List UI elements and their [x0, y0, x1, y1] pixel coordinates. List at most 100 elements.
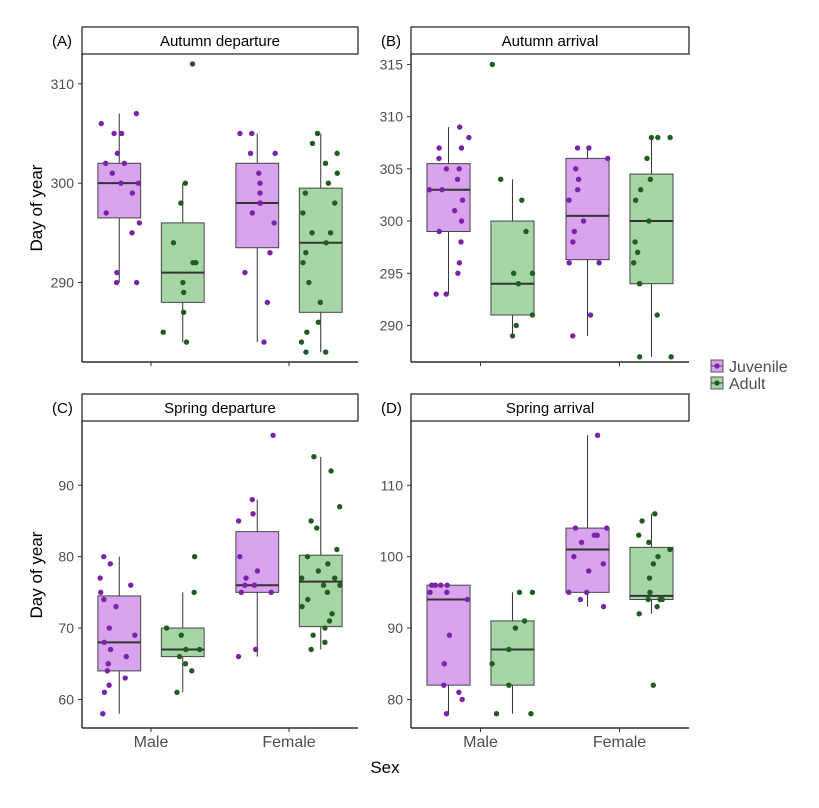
point-d-female-adult-3	[646, 539, 652, 546]
box-c-female-juvenile	[235, 531, 280, 593]
point-d-male-adult-2	[521, 618, 528, 624]
point-a-female-adult-9	[309, 230, 315, 236]
point-d-female-adult-0	[652, 511, 658, 517]
point-b-male-juvenile-16	[455, 270, 461, 276]
point-d-male-adult-8	[528, 711, 534, 717]
plot-area-c: 60 70 80 90 Male Female	[58, 432, 343, 751]
y-tick-label-c-2: 80	[58, 549, 74, 565]
point-b-male-juvenile-17	[433, 291, 439, 297]
point-a-male-juvenile-11	[103, 210, 109, 216]
legend: Juvenile Adult	[710, 359, 788, 393]
point-b-female-adult-1	[667, 134, 673, 141]
strip-a	[81, 26, 359, 55]
point-c-male-adult-7	[182, 661, 189, 667]
point-a-female-adult-20	[322, 349, 329, 355]
point-c-male-adult-2	[163, 625, 170, 631]
y-tick-label-d-2: 100	[380, 549, 404, 565]
point-c-female-adult-8	[315, 568, 322, 574]
y-tick-label-b-0: 290	[380, 317, 404, 333]
point-c-male-juvenile-3	[128, 582, 134, 588]
point-a-male-juvenile-7	[109, 170, 116, 176]
point-c-female-juvenile-0	[270, 432, 276, 438]
point-c-male-adult-8	[189, 668, 195, 674]
point-d-female-adult-6	[650, 561, 657, 567]
point-a-female-adult-8	[300, 210, 306, 216]
point-a-female-adult-0	[314, 130, 321, 137]
point-d-female-juvenile-11	[577, 596, 584, 603]
point-a-male-juvenile-16	[113, 279, 120, 286]
panel-a: (A) Autumn departure 290 300 310	[51, 26, 359, 366]
point-d-male-juvenile-11	[459, 696, 465, 703]
panel-c: (C) Spring departure 60 70 80 90 Male Female	[52, 393, 359, 751]
point-c-male-juvenile-13	[104, 668, 111, 674]
point-d-female-juvenile-4	[591, 532, 598, 538]
y-tick-label-b-3: 305	[380, 161, 404, 177]
panel-tag-b: (B)	[381, 33, 401, 50]
point-a-female-juvenile-6	[257, 190, 263, 196]
point-a-female-juvenile-12	[242, 269, 248, 276]
strip-title-b: Autumn arrival	[502, 33, 599, 50]
point-b-male-juvenile-1	[466, 134, 472, 141]
point-b-female-juvenile-8	[571, 228, 578, 235]
point-a-male-adult-10	[183, 339, 190, 345]
point-c-female-adult-9	[298, 575, 305, 581]
point-c-male-juvenile-4	[98, 589, 104, 596]
point-b-female-juvenile-7	[580, 218, 587, 224]
point-c-male-juvenile-8	[132, 632, 138, 638]
point-d-female-juvenile-2	[604, 525, 610, 531]
point-b-female-juvenile-5	[575, 187, 581, 193]
point-b-female-adult-5	[638, 187, 644, 193]
point-a-female-adult-6	[302, 190, 309, 196]
point-d-female-adult-14	[650, 682, 657, 688]
point-a-female-juvenile-0	[237, 130, 243, 137]
legend-swatch-adult-dot	[714, 380, 720, 386]
point-c-male-adult-3	[178, 632, 184, 638]
point-d-female-adult-4	[667, 546, 673, 553]
strip-title-a: Autumn departure	[160, 33, 280, 50]
point-b-male-juvenile-13	[436, 228, 442, 235]
strip-c	[81, 393, 359, 422]
point-b-female-juvenile-0	[574, 145, 581, 151]
point-c-female-adult-12	[337, 582, 343, 588]
point-a-female-adult-4	[334, 170, 340, 176]
point-c-male-adult-9	[174, 689, 180, 696]
point-d-male-juvenile-8	[441, 661, 447, 667]
x-tick-label-d-female: Female	[593, 734, 646, 751]
point-b-female-adult-2	[648, 134, 655, 141]
point-a-female-adult-12	[303, 250, 309, 256]
point-d-male-juvenile-4	[427, 589, 433, 596]
point-b-male-juvenile-10	[459, 197, 466, 203]
point-c-female-juvenile-12	[235, 653, 242, 660]
y-tick-label-c-3: 90	[58, 477, 74, 493]
point-b-female-adult-7	[646, 218, 652, 224]
box-b-male-adult	[490, 220, 535, 316]
point-c-female-juvenile-7	[242, 582, 248, 588]
panel-d: (D) Spring arrival 80 90 100 110 Male Female	[380, 393, 690, 751]
point-b-female-adult-15	[636, 354, 643, 360]
point-b-male-juvenile-8	[426, 187, 433, 193]
y-tick-label-b-2: 300	[380, 213, 404, 229]
point-d-female-adult-1	[639, 518, 645, 524]
box-c-female-adult	[298, 554, 343, 628]
point-a-male-juvenile-14	[114, 269, 120, 276]
point-a-female-juvenile-9	[249, 210, 255, 216]
point-b-male-juvenile-11	[451, 207, 458, 214]
point-b-female-juvenile-11	[566, 260, 572, 266]
point-b-male-juvenile-18	[443, 291, 449, 297]
point-c-male-adult-6	[176, 653, 183, 660]
point-a-female-juvenile-10	[271, 220, 277, 226]
point-c-female-adult-16	[329, 611, 335, 617]
point-c-male-juvenile-14	[122, 675, 128, 681]
point-a-male-adult-5	[190, 259, 196, 266]
point-c-female-adult-6	[304, 553, 311, 560]
point-b-female-juvenile-4	[575, 176, 582, 182]
point-a-female-juvenile-13	[264, 299, 271, 306]
y-tick-label-a-0: 290	[51, 275, 75, 291]
point-d-female-adult-8	[647, 589, 653, 596]
point-a-male-juvenile-6	[102, 160, 109, 166]
strip-d	[410, 393, 690, 422]
point-b-male-juvenile-5	[456, 166, 462, 172]
point-b-male-adult-6	[515, 280, 522, 287]
point-c-female-juvenile-10	[268, 589, 274, 596]
legend-label-adult: Adult	[729, 376, 766, 393]
